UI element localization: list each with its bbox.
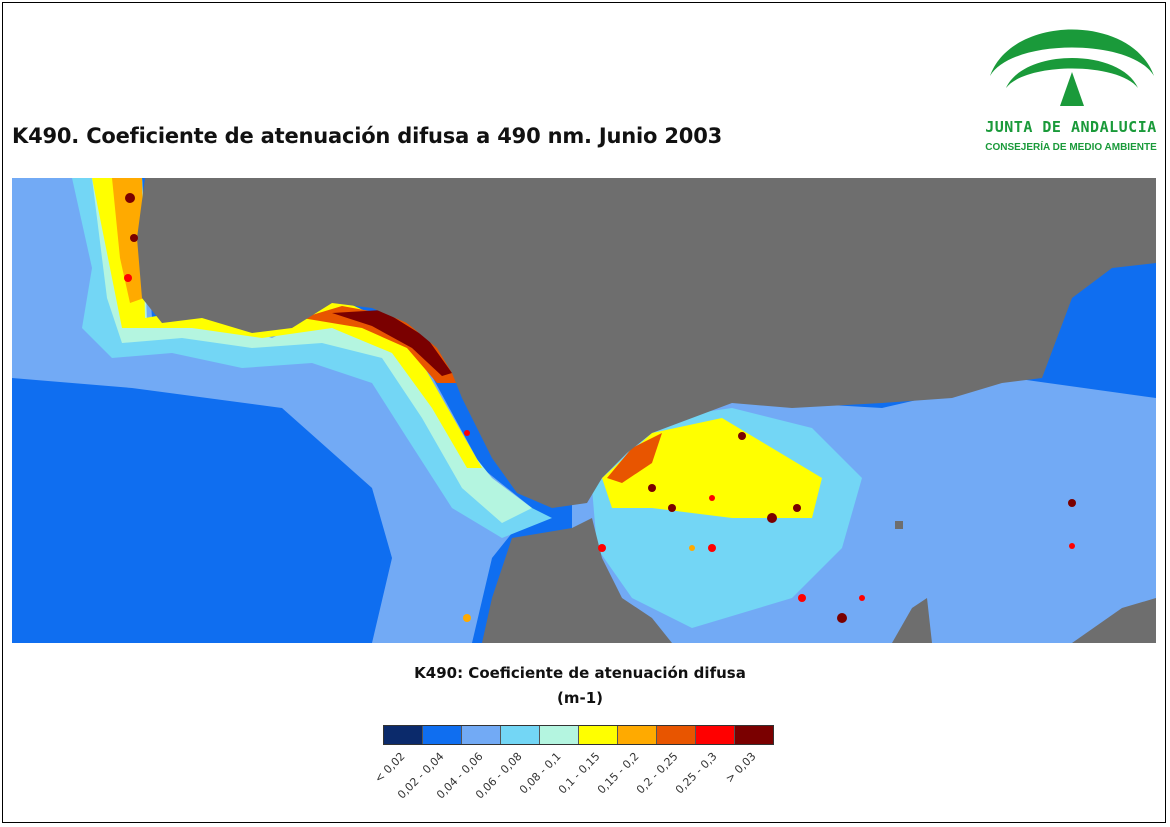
legend-title: K490: Coeficiente de atenuación difusa — [414, 664, 746, 682]
legend-swatch — [618, 726, 657, 744]
legend-swatch — [540, 726, 579, 744]
turbid-zone-red-south — [607, 433, 662, 483]
page-title: K490. Coeficiente de atenuación difusa a… — [12, 124, 723, 148]
turbid-zone-darkred-north — [332, 310, 452, 376]
k490-map — [12, 178, 1156, 643]
land-north — [137, 178, 1156, 508]
legend-swatch — [657, 726, 696, 744]
legend-unit: (m-1) — [556, 689, 603, 707]
legend-swatch — [696, 726, 735, 744]
legend-swatch — [501, 726, 540, 744]
land-south-west — [482, 518, 672, 643]
land-south-east — [892, 598, 932, 643]
legend-swatch — [423, 726, 462, 744]
junta-emblem-icon — [990, 29, 1154, 106]
logo-name: JUNTA DE ANDALUCIA — [985, 118, 1157, 136]
legend-color-bar — [383, 725, 774, 745]
land-islet — [895, 521, 903, 529]
legend-swatch — [462, 726, 501, 744]
coastal-band-cyan-west — [72, 178, 552, 538]
legend-swatch — [579, 726, 618, 744]
hotspots — [124, 193, 1076, 623]
turbid-zone-orange — [112, 178, 144, 303]
legend-swatch — [735, 726, 773, 744]
logo-subtitle: CONSEJERÍA DE MEDIO AMBIENTE — [985, 142, 1157, 153]
legend-swatch — [384, 726, 423, 744]
junta-logo: JUNTA DE ANDALUCIA CONSEJERÍA DE MEDIO A… — [982, 14, 1162, 164]
land-south-far-east — [1072, 598, 1156, 643]
